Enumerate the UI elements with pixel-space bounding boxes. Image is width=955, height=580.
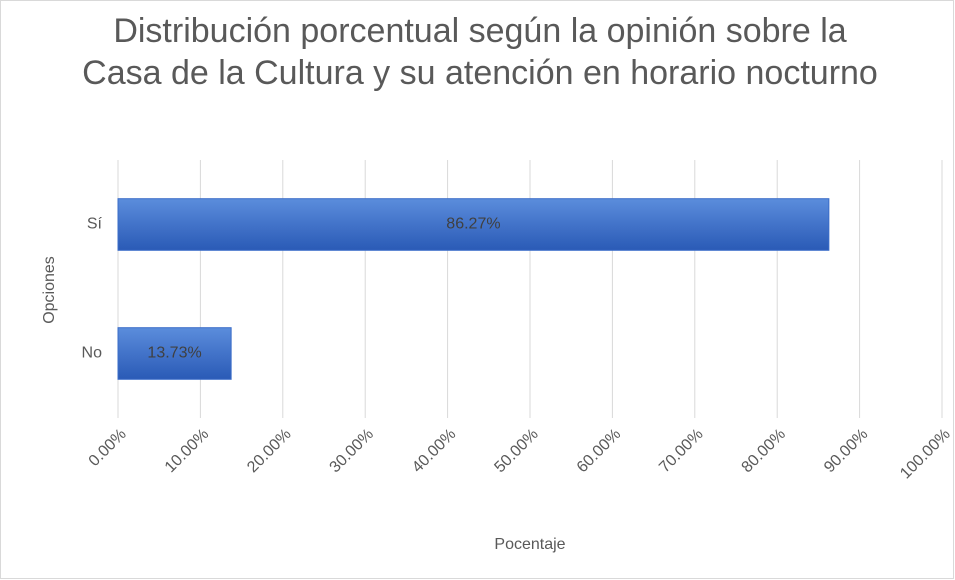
y-tick-label: No [82, 345, 103, 362]
y-tick-label: Sí [87, 216, 103, 233]
bar [117, 198, 830, 251]
bar [117, 327, 232, 380]
value-label: 86.27% [446, 216, 500, 233]
x-axis-title: Pocentaje [494, 536, 565, 553]
chart-title: Distribución porcentual según la opinión… [82, 12, 878, 92]
y-axis-title: Opciones [41, 256, 58, 324]
value-label: 13.73% [147, 345, 201, 362]
